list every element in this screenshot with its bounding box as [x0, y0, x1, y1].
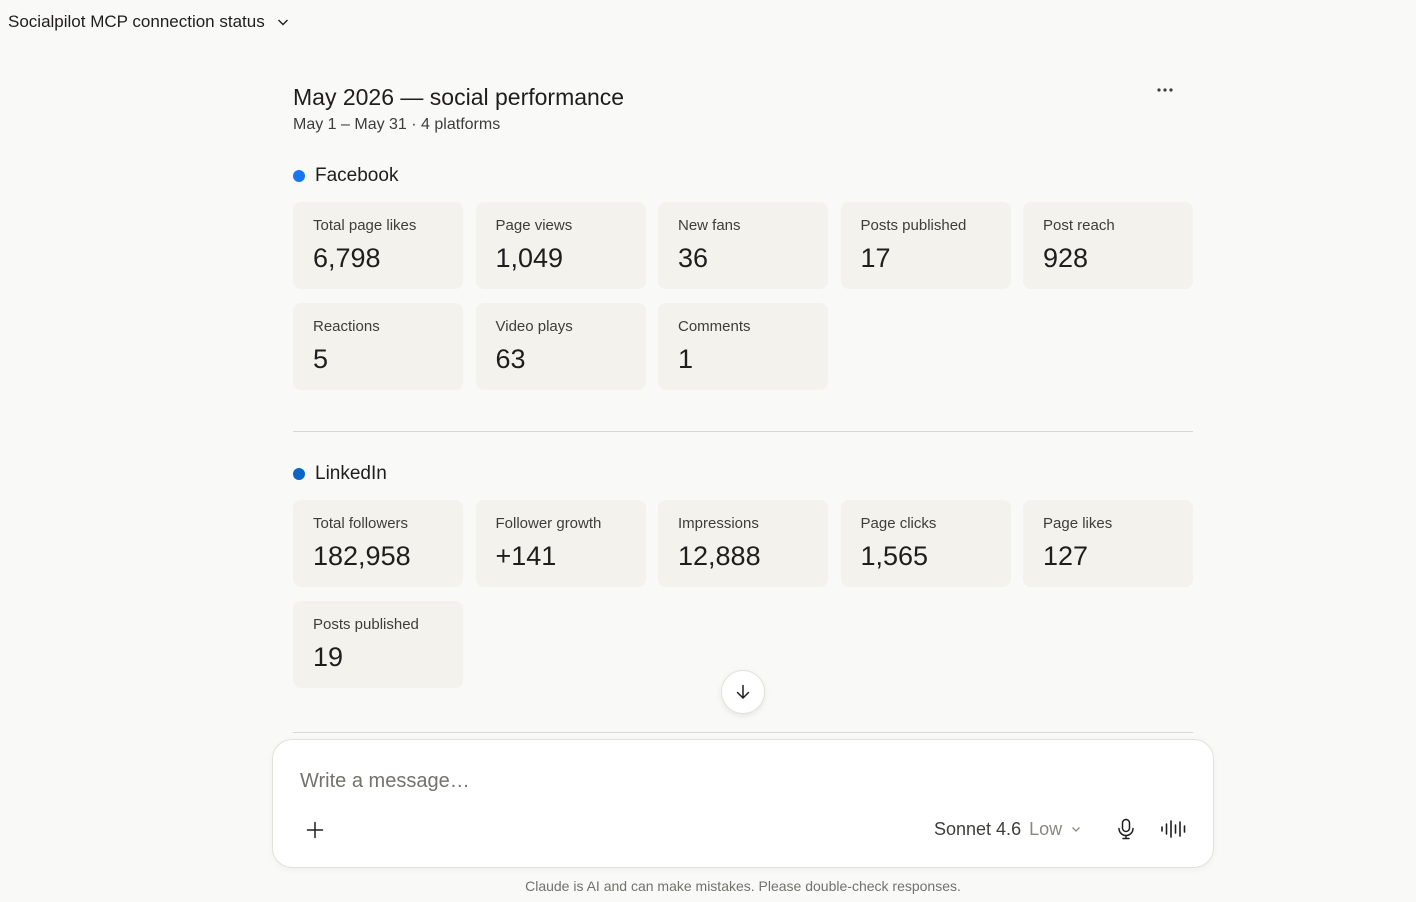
platform-color-dot — [293, 468, 305, 480]
conversation-title: Socialpilot MCP connection status — [8, 12, 265, 31]
metric-value: 19 — [313, 642, 344, 672]
metric-value: 127 — [1043, 541, 1089, 571]
voice-waveform-icon — [1161, 820, 1186, 838]
more-options-button[interactable] — [1152, 80, 1178, 100]
metric-value: 182,958 — [313, 541, 411, 571]
metric-label: New fans — [678, 217, 741, 234]
arrow-down-icon — [736, 684, 750, 700]
social-performance-report: May 2026 — social performance May 1 – Ma… — [293, 80, 1193, 688]
platform-name: LinkedIn — [315, 463, 387, 484]
add-attachment-button[interactable] — [302, 817, 328, 843]
dictation-button[interactable] — [1113, 816, 1139, 842]
metric-card: Impressions 12,888 — [658, 500, 828, 587]
conversation-title-menu[interactable]: Socialpilot MCP connection status — [8, 10, 291, 34]
metric-card: Posts published 19 — [293, 601, 463, 688]
metric-label: Total followers — [313, 515, 409, 532]
metric-card: Page likes 127 — [1023, 500, 1193, 587]
section-divider — [293, 431, 1193, 432]
platform-section-linkedin: LinkedIn Total followers 182,958 Follower… — [293, 462, 1193, 688]
metric-value: 928 — [1043, 243, 1089, 273]
ai-disclaimer: Claude is AI and can make mistakes. Plea… — [525, 878, 961, 894]
platform-name: Facebook — [315, 165, 399, 186]
voice-mode-button[interactable] — [1159, 816, 1189, 842]
more-icon — [1157, 88, 1173, 92]
report-title: May 2026 — social performance — [293, 84, 625, 110]
platform-section-facebook: Facebook Total page likes 6,798 Page view… — [293, 164, 1193, 390]
metric-label: Reactions — [313, 318, 380, 335]
metric-value: 5 — [313, 344, 329, 374]
metric-card: Video plays 63 — [475, 303, 646, 390]
metric-label: Posts published — [313, 616, 419, 633]
effort-level: Low — [1029, 818, 1063, 839]
metrics-grid: Total followers 182,958 Follower growth +1… — [293, 500, 1193, 688]
metric-card: Post reach 928 — [1023, 202, 1193, 289]
metric-value: 12,888 — [678, 541, 761, 571]
metric-card: Comments 1 — [658, 303, 828, 390]
chevron-down-icon — [277, 19, 288, 26]
metric-label: Video plays — [495, 318, 573, 335]
metric-card: Reactions 5 — [293, 303, 463, 390]
message-input[interactable] — [300, 766, 1180, 796]
metric-label: Impressions — [678, 515, 759, 532]
metric-card: Follower growth +141 — [475, 500, 646, 587]
metric-label: Page likes — [1043, 515, 1113, 532]
metric-card: Page views 1,049 — [475, 202, 646, 289]
metric-card: New fans 36 — [658, 202, 828, 289]
metric-label: Post reach — [1043, 217, 1115, 234]
chevron-down-icon — [1072, 827, 1081, 832]
metric-value: 17 — [860, 243, 891, 273]
scroll-to-bottom-button[interactable] — [721, 670, 765, 714]
metric-card: Page clicks 1,565 — [840, 500, 1011, 587]
metric-value: 6,798 — [313, 243, 381, 273]
plus-icon — [306, 821, 324, 839]
metric-label: Total page likes — [313, 217, 417, 234]
metric-value: 1,049 — [495, 243, 564, 273]
microphone-icon — [1118, 818, 1134, 840]
metric-card: Total page likes 6,798 — [293, 202, 463, 289]
report-subtitle: May 1 – May 31 · 4 platforms — [293, 116, 501, 133]
metric-value: 36 — [678, 243, 709, 273]
metric-label: Comments — [678, 318, 751, 335]
metric-value: 1,565 — [860, 541, 929, 571]
metric-card: Total followers 182,958 — [293, 500, 463, 587]
platform-header: LinkedIn — [293, 462, 1193, 486]
metrics-grid: Total page likes 6,798 Page views 1,049 Ne… — [293, 202, 1193, 390]
model-name: Sonnet 4.6 — [934, 818, 1022, 839]
metric-value: 1 — [678, 344, 694, 374]
metric-label: Follower growth — [495, 515, 602, 532]
section-divider — [293, 732, 1193, 733]
metric-value: +141 — [495, 541, 557, 571]
model-selector[interactable]: Sonnet 4.6 Low — [934, 816, 1082, 842]
metric-label: Posts published — [860, 217, 967, 234]
metric-label: Page clicks — [860, 515, 937, 532]
platform-color-dot — [293, 170, 305, 182]
metric-card: Posts published 17 — [840, 202, 1011, 289]
platform-header: Facebook — [293, 164, 1193, 188]
metric-value: 63 — [495, 344, 526, 374]
metric-label: Page views — [495, 217, 573, 234]
message-composer: Sonnet 4.6 Low — [272, 739, 1214, 868]
